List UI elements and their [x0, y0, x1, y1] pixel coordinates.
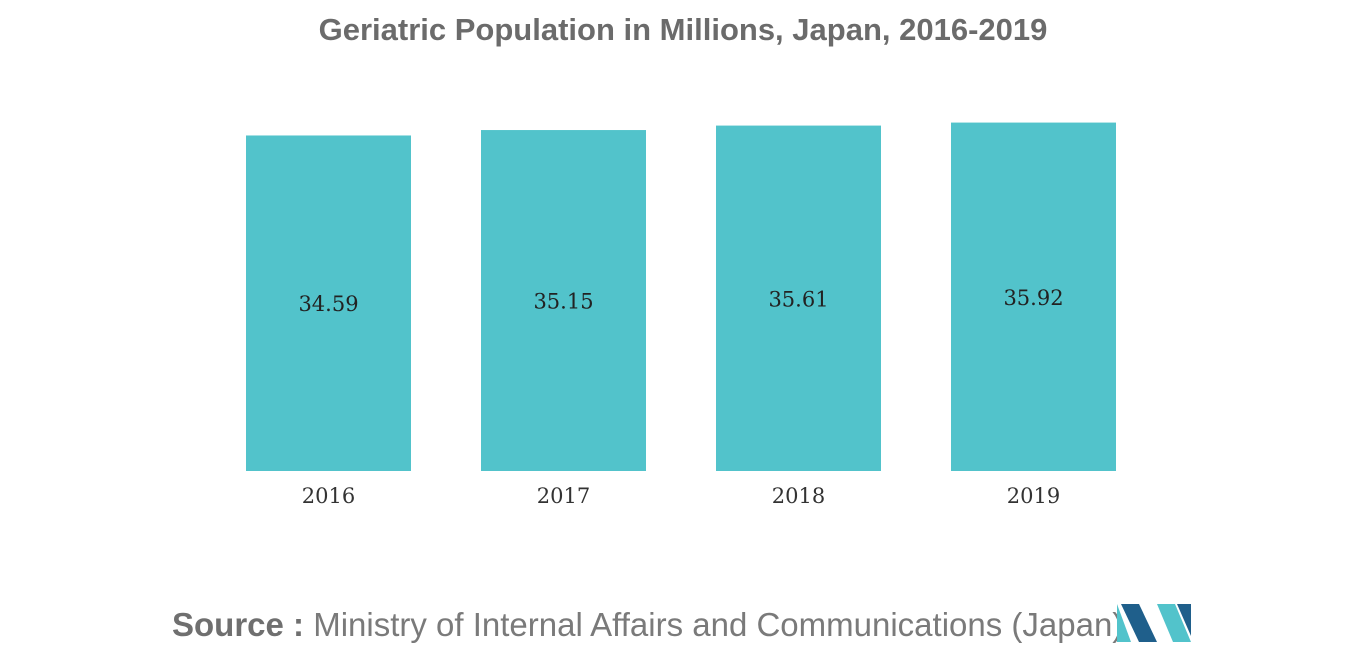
- bar-2017: [481, 130, 646, 472]
- value-label-2016: 34.59: [298, 292, 358, 316]
- value-label-2017: 35.15: [533, 290, 593, 314]
- x-tick-label-2018: 2018: [772, 484, 825, 508]
- source-line: Source : Ministry of Internal Affairs an…: [172, 606, 1123, 644]
- x-tick-label-2017: 2017: [537, 484, 590, 508]
- bar-2019: [951, 122, 1116, 472]
- x-tick-label-2016: 2016: [302, 484, 355, 508]
- bars-group: [246, 122, 1116, 472]
- x-tick-labels-group: 2016 2017 2018 2019: [302, 484, 1060, 508]
- x-tick-label-2019: 2019: [1007, 484, 1060, 508]
- mordor-intelligence-logo-icon: [1117, 604, 1191, 642]
- bar-2016: [246, 135, 411, 472]
- source-label: Source :: [172, 606, 305, 643]
- bar-chart: 34.59 35.15 35.61 35.92 2016 2017 2018 2019: [246, 122, 1116, 508]
- chart-title: Geriatric Population in Millions, Japan,…: [318, 12, 1048, 47]
- value-label-2018: 35.61: [768, 287, 828, 311]
- value-label-2019: 35.92: [1003, 286, 1063, 310]
- source-text: Ministry of Internal Affairs and Communi…: [313, 606, 1124, 643]
- value-labels-group: 34.59 35.15 35.61 35.92: [298, 286, 1063, 316]
- bar-2018: [716, 125, 881, 471]
